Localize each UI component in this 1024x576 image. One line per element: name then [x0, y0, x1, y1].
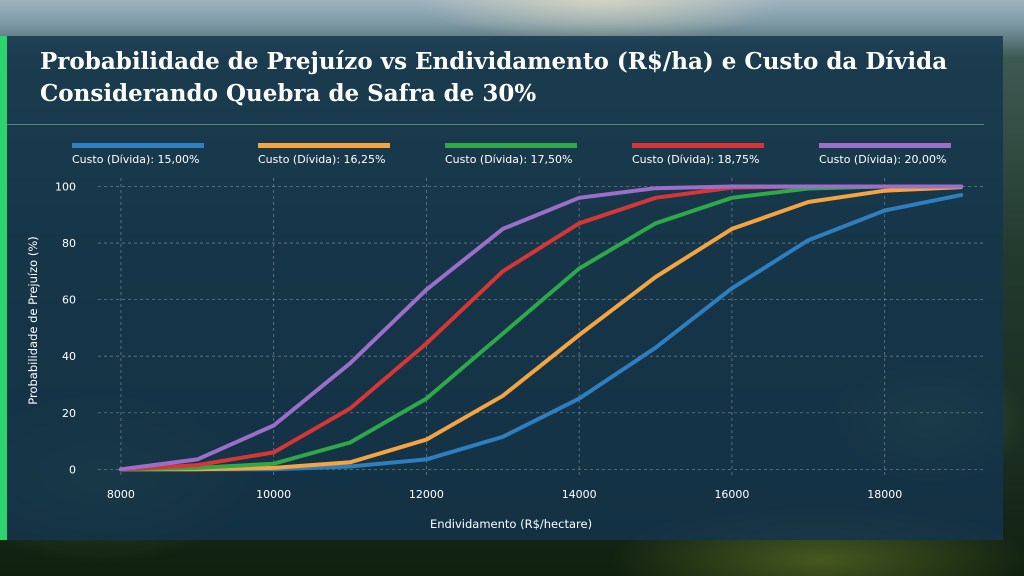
legend-label-5: Custo (Dívida): 20,00% [819, 153, 946, 166]
accent-bar [0, 36, 7, 540]
y-tick-label: 100 [55, 180, 76, 193]
series-line-5 [118, 184, 964, 472]
x-tick-label: 10000 [256, 488, 291, 501]
title-line-2: Considerando Quebra de Safra de 30% [40, 80, 537, 107]
legend-label-4: Custo (Dívida): 18,75% [632, 153, 759, 166]
x-tick-label: 16000 [714, 488, 749, 501]
y-tick-label: 20 [62, 407, 76, 420]
legend: Custo (Dívida): 15,00% Custo (Dívida): 16… [72, 143, 951, 166]
tick-labels: 8000 10000 12000 14000 16000 18000 0 20 40 60 80 10… [55, 180, 902, 501]
y-tick-label: 40 [62, 350, 76, 363]
x-axis-label: Endividamento (R$/hectare) [430, 517, 592, 531]
legend-label-2: Custo (Dívida): 16,25% [258, 153, 385, 166]
chart-panel [0, 36, 1003, 540]
y-axis-label: Probabilidade de Prejuízo (%) [26, 236, 40, 404]
page-title: Probabilidade de Prejuízo vs Endividamen… [40, 46, 990, 110]
series-lines [118, 184, 964, 472]
series-line-1 [118, 193, 964, 472]
legend-swatch-2 [258, 143, 390, 148]
x-tick-label: 18000 [867, 488, 902, 501]
legend-swatch-5 [819, 143, 951, 148]
x-tick-label: 14000 [562, 488, 597, 501]
legend-swatch-1 [72, 143, 204, 148]
y-tick-label: 80 [62, 237, 76, 250]
legend-swatch-4 [632, 143, 764, 148]
legend-label-3: Custo (Dívida): 17,50% [445, 153, 572, 166]
y-tick-label: 0 [69, 463, 76, 476]
series-line-2 [118, 185, 964, 472]
y-tick-label: 60 [62, 294, 76, 307]
title-divider [7, 124, 984, 125]
title-line-1: Probabilidade de Prejuízo vs Endividamen… [40, 48, 948, 75]
x-tick-label: 12000 [409, 488, 444, 501]
legend-label-1: Custo (Dívida): 15,00% [72, 153, 199, 166]
x-tick-label: 8000 [107, 488, 135, 501]
legend-swatch-3 [445, 143, 577, 148]
